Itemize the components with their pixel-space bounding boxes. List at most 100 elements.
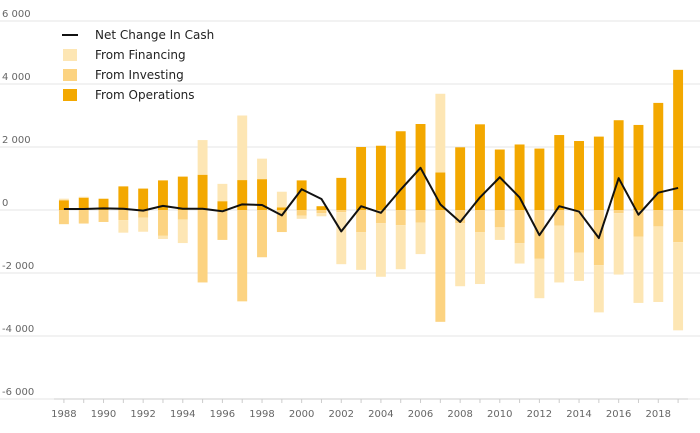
bar-from-financing-2015 (593, 265, 604, 313)
bar-from-investing-2017 (633, 210, 644, 237)
bar-from-operations-2005 (395, 131, 406, 210)
bar-from-investing-1991 (118, 210, 129, 221)
bar-from-operations-2000 (296, 180, 307, 210)
bar-from-operations-1989 (78, 197, 89, 210)
bar-from-financing-1990 (98, 198, 109, 199)
x-tick-label: 1994 (170, 409, 195, 420)
bar-from-financing-2004 (375, 223, 386, 277)
bar-from-operations-1988 (58, 200, 69, 210)
bar-from-investing-2000 (296, 210, 307, 216)
bar-from-financing-2019 (673, 242, 684, 331)
bar-from-investing-2002 (336, 210, 347, 213)
bar-from-investing-2008 (455, 210, 466, 224)
bar-from-operations-1993 (158, 180, 168, 210)
bar-from-investing-2007 (435, 210, 446, 322)
bar-from-investing-2010 (494, 210, 505, 228)
bar-from-investing-1993 (158, 210, 168, 236)
bar-from-financing-2005 (395, 225, 406, 270)
bar-from-operations-2016 (613, 120, 624, 210)
bar-from-investing-2005 (395, 210, 406, 226)
bar-from-financing-1994 (177, 219, 188, 244)
y-tick-label: 4 000 (2, 72, 31, 83)
bar-from-operations-2008 (455, 147, 466, 210)
bar-from-investing-1988 (58, 210, 69, 225)
bar-from-operations-2018 (653, 102, 664, 210)
bar-from-operations-1990 (98, 198, 109, 210)
x-tick-label: 2002 (329, 409, 354, 420)
bar-from-investing-2003 (356, 210, 367, 233)
bar-from-operations-1995 (197, 174, 208, 210)
bar-from-operations-1997 (237, 180, 248, 210)
bar-from-investing-1996 (217, 210, 228, 240)
legend-label-from-operations: From Operations (95, 88, 195, 102)
bar-from-financing-1995 (197, 140, 208, 175)
legend-swatch-from-investing (63, 69, 77, 81)
x-tick-label: 1988 (51, 409, 76, 420)
bar-from-investing-2014 (574, 210, 584, 253)
x-tick-label: 2018 (646, 409, 671, 420)
bar-from-investing-2001 (316, 210, 327, 214)
bar-from-investing-1989 (78, 210, 89, 224)
bar-from-financing-2014 (574, 252, 584, 281)
bar-from-operations-2014 (574, 141, 584, 210)
x-tick-label: 1990 (91, 409, 116, 420)
bar-from-operations-1991 (118, 186, 129, 210)
bar-from-investing-2016 (613, 210, 624, 214)
x-tick-label: 1998 (249, 409, 274, 420)
y-tick-label: 0 (2, 198, 8, 209)
bar-from-investing-2019 (673, 210, 684, 243)
bar-from-operations-2002 (336, 177, 347, 210)
x-tick-label: 2004 (368, 409, 393, 420)
bar-from-financing-2012 (534, 258, 545, 299)
bar-from-financing-1991 (118, 220, 129, 233)
legend-label-from-investing: From Investing (95, 68, 184, 82)
bar-from-investing-2006 (415, 210, 426, 223)
gridlines (0, 20, 700, 400)
bar-from-financing-2013 (554, 225, 565, 283)
bar-from-operations-2011 (514, 144, 525, 210)
bar-from-investing-2004 (375, 210, 386, 224)
x-tick-label: 1992 (130, 409, 155, 420)
bar-from-operations-2010 (494, 149, 505, 210)
bar-from-operations-2019 (673, 69, 684, 210)
y-tick-label: 6 000 (2, 9, 31, 20)
bar-from-investing-1995 (197, 210, 208, 283)
bar-from-financing-1992 (138, 217, 149, 232)
bar-from-operations-2009 (475, 124, 485, 210)
x-tick-label: 2014 (566, 409, 591, 420)
bar-from-financing-2003 (356, 232, 367, 270)
bar-from-operations-1998 (257, 179, 267, 210)
bar-from-operations-2015 (593, 136, 604, 210)
bar-from-financing-2018 (653, 226, 664, 302)
x-tick-label: 2010 (487, 409, 512, 420)
legend-label-net-change-in-cash: Net Change In Cash (95, 28, 214, 42)
y-tick-label: -4 000 (2, 324, 34, 335)
bar-from-operations-2004 (375, 145, 386, 210)
bar-from-financing-1996 (217, 183, 228, 202)
bar-from-operations-1996 (217, 201, 228, 210)
bar-from-financing-2011 (514, 243, 525, 264)
bar-from-financing-1988 (58, 198, 69, 201)
bar-from-investing-1999 (276, 210, 287, 233)
bar-from-financing-1998 (257, 158, 267, 180)
bar-from-financing-2002 (336, 212, 347, 265)
line-series (63, 166, 679, 240)
bar-from-financing-1999 (276, 191, 287, 208)
legend-swatch-from-operations (63, 89, 77, 101)
bar-from-investing-1997 (237, 210, 248, 302)
y-tick-label: -2 000 (2, 261, 34, 272)
bar-from-investing-1998 (257, 210, 267, 258)
bar-from-financing-1989 (78, 196, 89, 198)
bar-from-financing-2016 (613, 213, 624, 275)
bar-from-financing-2007 (435, 93, 446, 173)
bar-from-operations-1999 (276, 207, 287, 210)
x-tick-label: 1996 (210, 409, 235, 420)
bar-from-operations-2003 (356, 147, 367, 210)
bar-from-financing-2008 (455, 223, 466, 287)
bar-from-financing-1993 (158, 235, 168, 239)
bar-from-financing-2010 (494, 227, 505, 240)
y-tick-label: -6 000 (2, 387, 34, 398)
bar-from-operations-2013 (554, 135, 565, 210)
bar-from-operations-2001 (316, 206, 327, 210)
